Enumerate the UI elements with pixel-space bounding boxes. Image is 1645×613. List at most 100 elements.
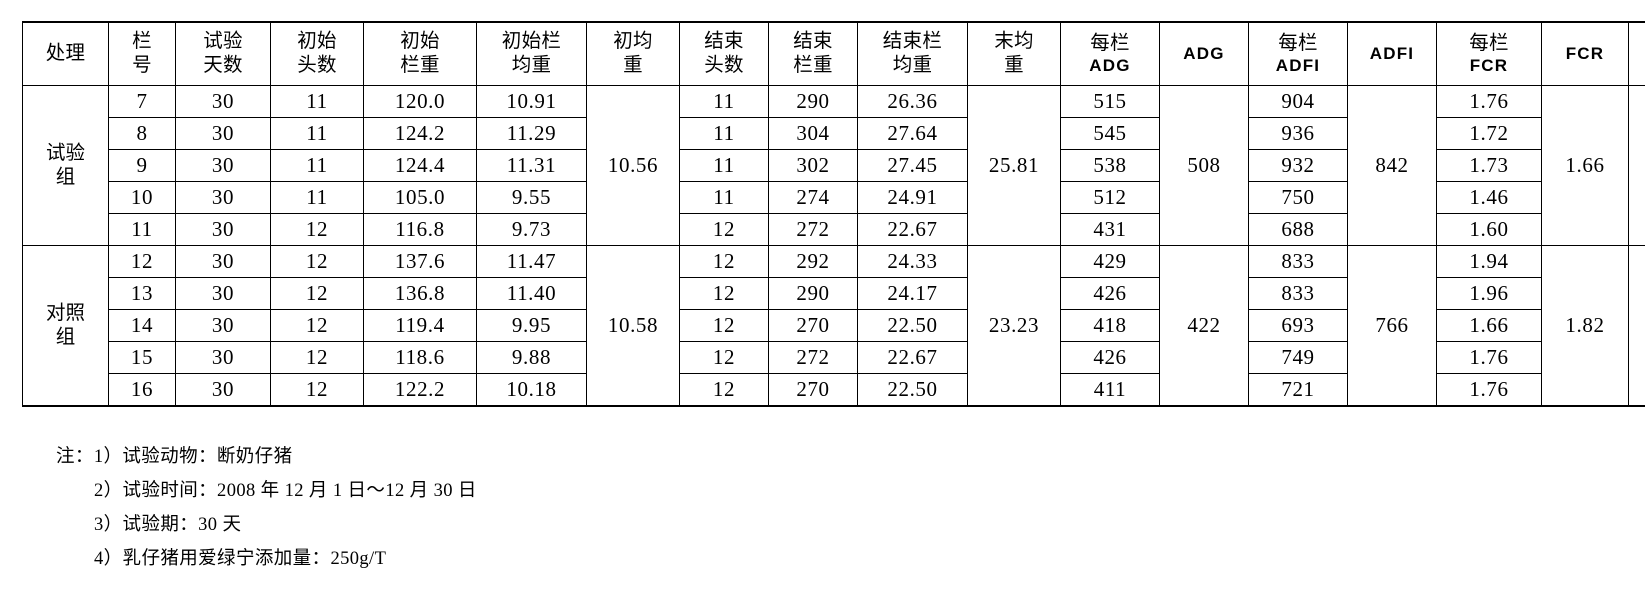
- cell-end_head: 12: [679, 341, 769, 374]
- cell-end_head: 12: [679, 245, 769, 278]
- column-header-treatment: 处理: [22, 21, 109, 86]
- cell-initial_pen_avg_wt: 11.29: [476, 117, 587, 150]
- cell-end_head: 11: [679, 85, 769, 118]
- footnote-item-4: 4）乳仔猪用爱绿宁添加量：250g/T: [22, 542, 1622, 576]
- cell-pen_adfi: 688: [1248, 213, 1348, 246]
- cell-pen_no: 14: [108, 309, 176, 342]
- cell-trial_days: 30: [175, 85, 271, 118]
- group-summary-initial_avg_wt: 10.56: [586, 85, 680, 246]
- group-summary-final_avg_wt: 25.81: [967, 85, 1061, 246]
- cell-pen_adg: 515: [1060, 85, 1160, 118]
- group-label-line2: 组: [55, 165, 76, 188]
- cell-trial_days: 30: [175, 117, 271, 150]
- cell-end_pen_wt: 302: [768, 149, 858, 182]
- footnote-text-2: 2）试验时间：2008 年 12 月 1 日～12 月 30 日: [94, 481, 477, 501]
- column-header-line1: 末均: [994, 30, 1034, 53]
- group-label-cell: 对照组: [22, 245, 109, 407]
- table-row: 10 30 11 105.0 9.55 11 274 24.91 512 750 1.46: [23, 181, 1645, 214]
- cell-trial_days: 30: [175, 245, 271, 278]
- table-row: 15 30 12 118.6 9.88 12 272 22.67 426 749 1.76: [23, 341, 1645, 374]
- column-header-end_pen_avg_wt: 结束栏 均重: [857, 21, 968, 86]
- cell-pen_adg: 431: [1060, 213, 1160, 246]
- cell-end_pen_avg_wt: 24.91: [857, 181, 968, 214]
- cell-end_pen_wt: 270: [768, 373, 858, 407]
- cell-initial_pen_wt: 105.0: [363, 181, 477, 214]
- footnote-label: 注：: [56, 447, 94, 467]
- column-header-line2: ADG: [1089, 55, 1131, 75]
- column-header-line1: 试验: [203, 30, 243, 53]
- group-summary-adg: 422: [1159, 245, 1249, 407]
- cell-pen_adfi: 749: [1248, 341, 1348, 374]
- column-header-pen_no: 栏号: [108, 21, 176, 86]
- footnote-item-2: 2）试验时间：2008 年 12 月 1 日～12 月 30 日: [22, 474, 1622, 508]
- cell-trial_days: 30: [175, 149, 271, 182]
- column-header-line1: 初始栏: [501, 30, 562, 53]
- column-header-line2: 栏重: [793, 54, 833, 76]
- cell-pen_fcr: 1.60: [1436, 213, 1542, 246]
- cell-trial_days: 30: [175, 181, 271, 214]
- cell-end_pen_avg_wt: 26.36: [857, 85, 968, 118]
- cell-pen_adg: 545: [1060, 117, 1160, 150]
- column-header-line2: 栏重: [400, 54, 440, 76]
- cell-trial_days: 30: [175, 341, 271, 374]
- cell-pen_no: 15: [108, 341, 176, 374]
- cell-initial_head: 12: [270, 213, 364, 246]
- cell-pen_no: 7: [108, 85, 176, 118]
- cell-pen_no: 13: [108, 277, 176, 310]
- cell-end_pen_avg_wt: 22.50: [857, 373, 968, 407]
- group-summary-adfi: 842: [1347, 85, 1437, 246]
- cell-initial_head: 12: [270, 373, 364, 407]
- cell-initial_head: 12: [270, 341, 364, 374]
- table-body: 试验组 7 30 11 120.0 10.91 10.56 11 290 26.36 25.81 51…: [22, 85, 1645, 407]
- cell-pen_fcr: 1.46: [1436, 181, 1542, 214]
- cell-pen_fcr: 1.73: [1436, 149, 1542, 182]
- table-row: 对照组 12 30 12 137.6 11.47 10.58 12 292 24.33 23.23 4…: [22, 245, 1645, 407]
- cell-pen_adfi: 721: [1248, 373, 1348, 407]
- column-header-initial_pen_avg_wt: 初始栏 均重: [476, 21, 587, 86]
- cell-initial_pen_avg_wt: 9.88: [476, 341, 587, 374]
- column-header-final_avg_wt: 末均重: [967, 21, 1061, 86]
- table-row: 13 30 12 136.8 11.40 12 290 24.17 426 833 1.96: [23, 277, 1645, 310]
- cell-end_head: 12: [679, 309, 769, 342]
- cell-end_pen_wt: 270: [768, 309, 858, 342]
- column-header-end_head: 结束 头数: [679, 21, 769, 86]
- cell-pen_adg: 411: [1060, 373, 1160, 407]
- column-header-line2: 重: [1004, 54, 1024, 76]
- cell-pen_fcr: 1.72: [1436, 117, 1542, 150]
- group-label-cell: 试验组: [22, 85, 109, 246]
- column-header-trial_days: 试验 天数: [175, 21, 271, 86]
- cell-pen_no: 16: [108, 373, 176, 407]
- group-summary-fcr: 1.82: [1541, 245, 1629, 407]
- table-header: 处理栏号试验 天数 初始 头数 初始 栏重 初始栏 均重 初均重结束 头数 结束 栏重 结束栏 均重 末均重…: [22, 21, 1645, 86]
- cell-end_pen_avg_wt: 27.45: [857, 149, 968, 182]
- cell-end_pen_wt: 304: [768, 117, 858, 150]
- column-header-line2: 头数: [297, 54, 337, 76]
- cell-pen_adg: 429: [1060, 245, 1160, 278]
- cell-pen_fcr: 1.76: [1436, 85, 1542, 118]
- group-summary-fcr: 1.66: [1541, 85, 1629, 246]
- cell-end_head: 11: [679, 149, 769, 182]
- column-header-line1: 每栏: [1469, 31, 1509, 54]
- column-header-line2: FCR: [1469, 55, 1509, 75]
- cell-initial_pen_avg_wt: 9.55: [476, 181, 587, 214]
- cell-pen_fcr: 1.66: [1436, 309, 1542, 342]
- footnote-item-3: 3）试验期：30 天: [22, 508, 1622, 542]
- group-summary-final_avg_wt: 23.23: [967, 245, 1061, 407]
- cell-initial_head: 11: [270, 181, 364, 214]
- footnote-item-1: 注：1）试验动物：断奶仔猪: [22, 440, 1622, 474]
- table-footnotes: 注：1）试验动物：断奶仔猪 2）试验时间：2008 年 12 月 1 日～12 …: [22, 440, 1622, 576]
- cell-end_pen_wt: 290: [768, 85, 858, 118]
- column-header-line2: FCR: [1565, 43, 1605, 63]
- column-header-line1: 结束: [704, 30, 744, 53]
- column-header-line1: 结束: [793, 30, 833, 53]
- cell-pen_adfi: 932: [1248, 149, 1348, 182]
- cell-end_pen_wt: 274: [768, 181, 858, 214]
- column-header-line2: 评分: [1629, 54, 1645, 78]
- column-header-initial_avg_wt: 初均重: [586, 21, 680, 86]
- cell-initial_pen_wt: 124.2: [363, 117, 477, 150]
- cell-initial_head: 11: [270, 85, 364, 118]
- table-row: 试验组 7 30 11 120.0 10.91 10.56 11 290 26.36 25.81 51…: [22, 85, 1645, 246]
- column-header-line2: 头数: [704, 54, 744, 76]
- footnote-text-3: 3）试验期：30 天: [94, 515, 242, 535]
- cell-initial_head: 11: [270, 149, 364, 182]
